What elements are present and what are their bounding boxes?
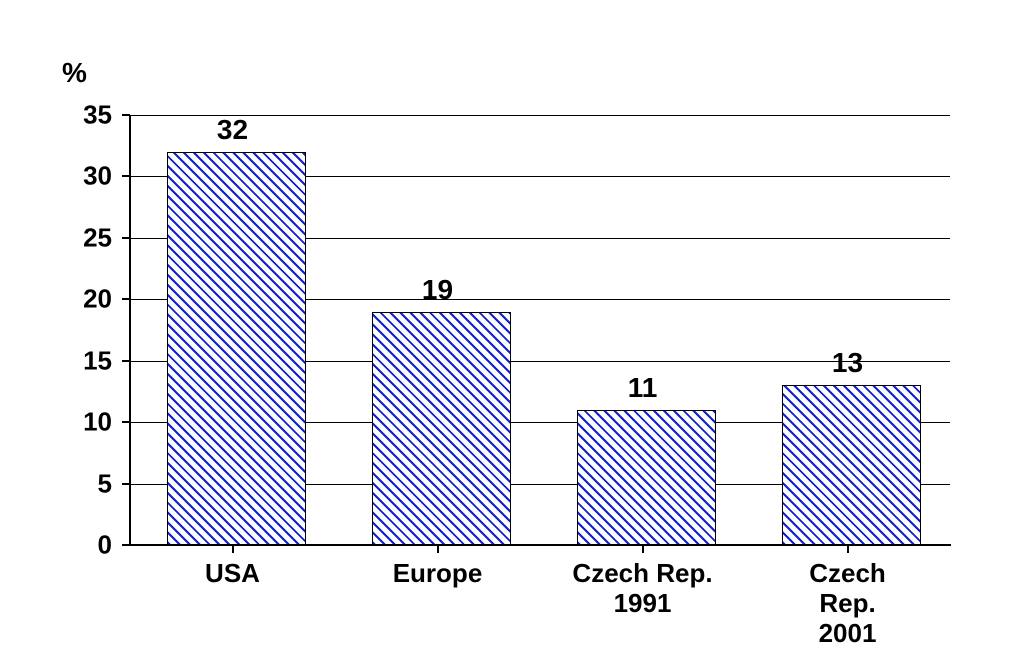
y-tick-label: 35 bbox=[83, 100, 112, 131]
y-axis bbox=[129, 115, 131, 546]
plot-area: 05101520253035%32USA19Europe11Czech Rep.… bbox=[130, 115, 950, 545]
x-tick-mark bbox=[642, 545, 644, 553]
x-tick-mark bbox=[437, 545, 439, 553]
x-tick-label: USA bbox=[205, 559, 260, 589]
bar-hatch bbox=[168, 153, 305, 544]
y-tick-label: 30 bbox=[83, 161, 112, 192]
gridline bbox=[130, 115, 950, 116]
y-tick-label: 0 bbox=[98, 530, 112, 561]
x-tick-label: Czech Rep. 2001 bbox=[796, 559, 899, 649]
x-tick-mark bbox=[847, 545, 849, 553]
bar-value-label: 32 bbox=[217, 114, 248, 146]
bar-value-label: 19 bbox=[422, 274, 453, 306]
bar-hatch bbox=[783, 386, 920, 544]
bar-value-label: 11 bbox=[628, 372, 658, 404]
bar bbox=[372, 312, 511, 545]
bar bbox=[167, 152, 306, 545]
x-tick-label: Czech Rep. 1991 bbox=[572, 559, 712, 619]
bar bbox=[782, 385, 921, 545]
bar-hatch bbox=[373, 313, 510, 544]
y-tick-label: 15 bbox=[83, 345, 112, 376]
x-tick-label: Europe bbox=[393, 559, 483, 589]
bar-chart: 0 5 10 15 20 25 30 35% 32 USA 19 Europe 11 Czech Rep.… bbox=[0, 0, 1024, 660]
bar bbox=[577, 410, 716, 545]
y-tick-label: 10 bbox=[83, 407, 112, 438]
bar-value-label: 13 bbox=[832, 347, 863, 379]
x-axis bbox=[129, 544, 951, 546]
x-tick-mark bbox=[232, 545, 234, 553]
bar-hatch bbox=[578, 411, 715, 544]
y-tick-label: 5 bbox=[98, 468, 112, 499]
y-tick-label: 25 bbox=[83, 222, 112, 253]
y-tick-label: 20 bbox=[83, 284, 112, 315]
y-axis-title: % bbox=[62, 57, 87, 89]
